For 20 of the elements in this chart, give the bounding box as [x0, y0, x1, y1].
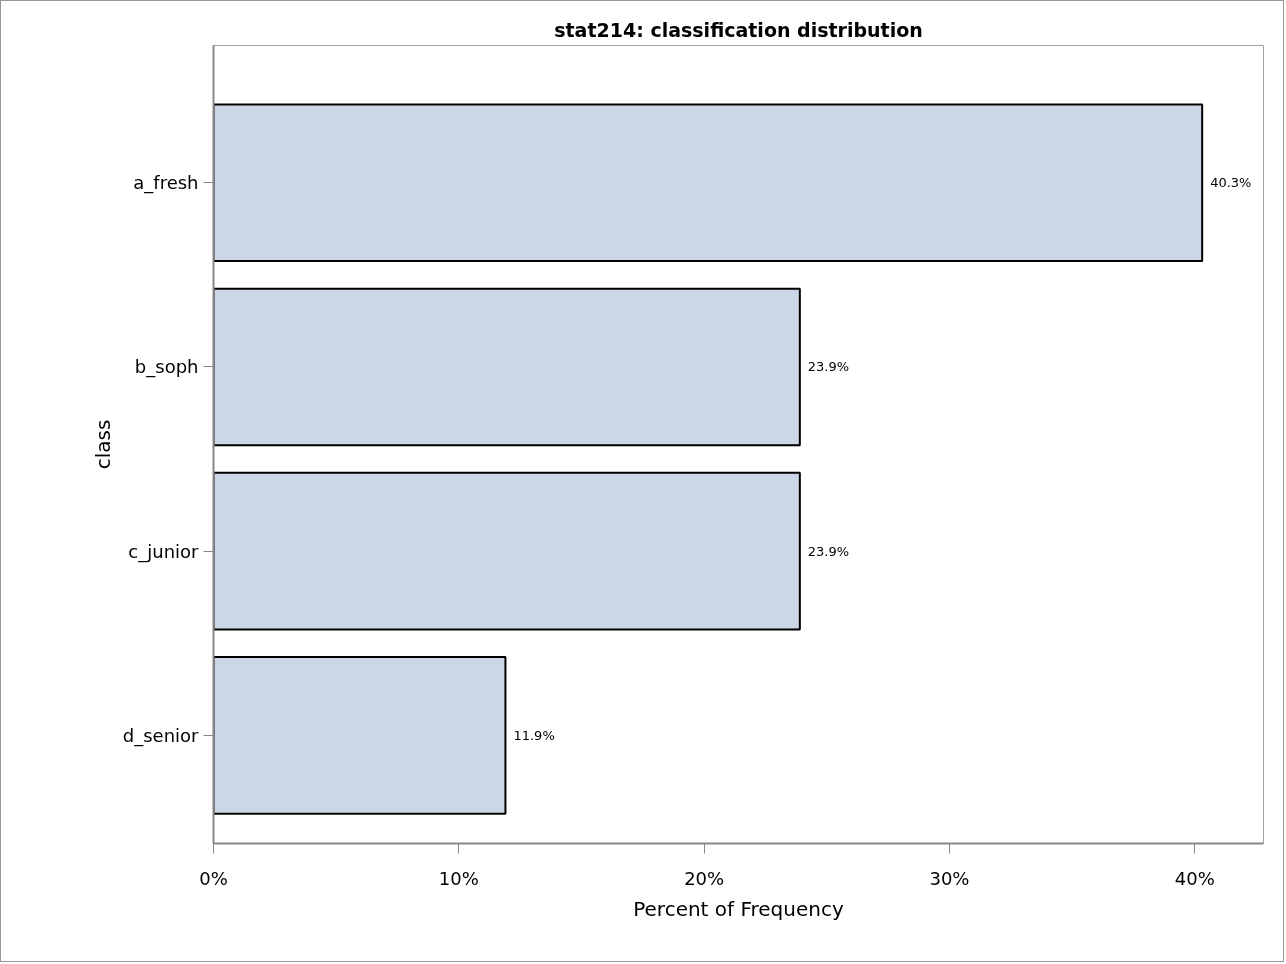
- y-tick-label: a_fresh: [133, 172, 199, 195]
- y-tick-label: d_senior: [122, 724, 200, 747]
- chart-title: stat214: classification distribution: [554, 18, 923, 41]
- y-axis-title: class: [90, 419, 115, 470]
- y-tick-label: c_junior: [128, 540, 200, 563]
- bar: [213, 103, 1204, 263]
- x-tick-label: 40%: [1174, 867, 1215, 889]
- data-label: 11.9%: [513, 727, 555, 743]
- data-label: 23.9%: [807, 543, 850, 559]
- bar: [213, 471, 801, 631]
- x-tick-label: 30%: [929, 867, 970, 889]
- data-label: 23.9%: [807, 359, 850, 375]
- bar: [213, 287, 801, 447]
- x-tick-label: 0%: [199, 867, 228, 889]
- x-axis-title: Percent of Frequency: [633, 896, 844, 921]
- x-tick-label: 10%: [438, 867, 479, 889]
- bar: [213, 656, 507, 815]
- y-tick-label: b_soph: [134, 356, 199, 379]
- x-tick-label: 20%: [684, 867, 725, 889]
- data-label: 40.3%: [1210, 175, 1252, 191]
